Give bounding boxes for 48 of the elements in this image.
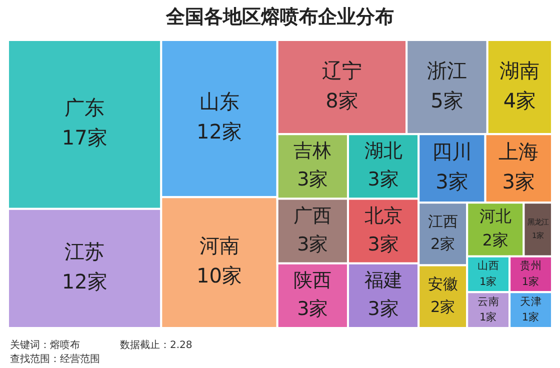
text: 全国各地区熔喷布企业分布 [164, 5, 395, 30]
data-label: 4家 [503, 88, 536, 112]
data-label: 2家 [482, 230, 508, 250]
data-label: 3家 [368, 298, 399, 320]
data-label: 8家 [326, 88, 358, 112]
data-label: 3家 [368, 233, 399, 256]
category-label: 湖北 [364, 140, 402, 162]
data-label: 1家 [479, 310, 498, 324]
category-label: 广西 [294, 204, 332, 227]
category-label: 辽宁 [322, 58, 362, 82]
category-label: 天津 [520, 294, 542, 308]
category-label: 上海 [498, 140, 539, 164]
category-label: 湖南 [500, 58, 540, 82]
category-label: 安徽 [428, 275, 458, 294]
category-label: 山西 [477, 259, 500, 272]
data-label: 1家 [522, 310, 540, 324]
category-label: 广东 [64, 96, 105, 120]
category-label: 福建 [364, 269, 402, 292]
data-label: 5家 [430, 88, 464, 112]
data-label: 1家 [479, 274, 498, 288]
text: 数据截止：2.28 [120, 338, 192, 352]
text: 查找范围：经营范围 [10, 352, 100, 366]
data-label: 12家 [62, 270, 108, 294]
category-label: 江苏 [64, 240, 105, 264]
category-label: 江西 [428, 212, 458, 230]
category-label: 云南 [477, 294, 500, 308]
data-label: 12家 [196, 120, 242, 144]
data-label: 3家 [297, 168, 328, 191]
data-label: 1家 [522, 274, 540, 288]
category-label: 河南 [199, 234, 240, 258]
category-label: 浙江 [426, 58, 467, 82]
data-label: 3家 [297, 233, 328, 256]
category-label: 山东 [199, 90, 240, 114]
category-label: 陕西 [294, 269, 332, 292]
data-label: 2家 [430, 298, 456, 316]
category-label: 贵州 [520, 259, 542, 272]
category-label: 北京 [364, 204, 402, 227]
category-label: 吉林 [294, 140, 332, 162]
data-label: 3家 [368, 168, 399, 191]
data-label: 3家 [436, 170, 468, 194]
data-label: 3家 [502, 170, 536, 194]
category-label: 四川 [432, 140, 472, 164]
data-label: 3家 [297, 298, 328, 320]
text: 关键词：熔喷布 [10, 338, 80, 352]
data-label: 2家 [430, 235, 456, 254]
category-label: 河北 [479, 206, 512, 226]
data-label: 10家 [196, 264, 242, 288]
data-label: 17家 [62, 126, 108, 150]
